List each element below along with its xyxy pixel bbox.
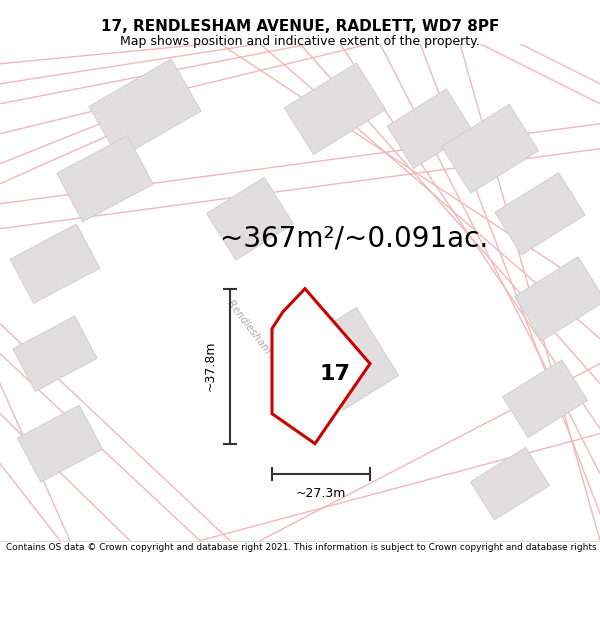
- Text: 17, RENDLESHAM AVENUE, RADLETT, WD7 8PF: 17, RENDLESHAM AVENUE, RADLETT, WD7 8PF: [101, 19, 499, 34]
- Polygon shape: [89, 59, 201, 159]
- Polygon shape: [272, 289, 370, 444]
- Polygon shape: [17, 405, 103, 482]
- Polygon shape: [503, 360, 587, 438]
- Text: Contains OS data © Crown copyright and database right 2021. This information is : Contains OS data © Crown copyright and d…: [6, 542, 600, 551]
- Text: 17: 17: [320, 364, 350, 384]
- Polygon shape: [514, 257, 600, 341]
- Text: ~27.3m: ~27.3m: [296, 487, 346, 500]
- Polygon shape: [495, 173, 585, 255]
- Polygon shape: [206, 177, 293, 260]
- Polygon shape: [57, 136, 153, 222]
- Text: ~367m²/~0.091ac.: ~367m²/~0.091ac.: [220, 225, 488, 253]
- Polygon shape: [470, 448, 550, 520]
- Polygon shape: [442, 104, 538, 193]
- Polygon shape: [284, 63, 386, 154]
- Text: Rendlesham Avenue: Rendlesham Avenue: [226, 298, 298, 389]
- Polygon shape: [301, 308, 399, 410]
- Polygon shape: [13, 316, 97, 391]
- Polygon shape: [10, 224, 100, 303]
- Polygon shape: [387, 89, 473, 169]
- Text: ~37.8m: ~37.8m: [203, 341, 217, 391]
- Text: Map shows position and indicative extent of the property.: Map shows position and indicative extent…: [120, 35, 480, 48]
